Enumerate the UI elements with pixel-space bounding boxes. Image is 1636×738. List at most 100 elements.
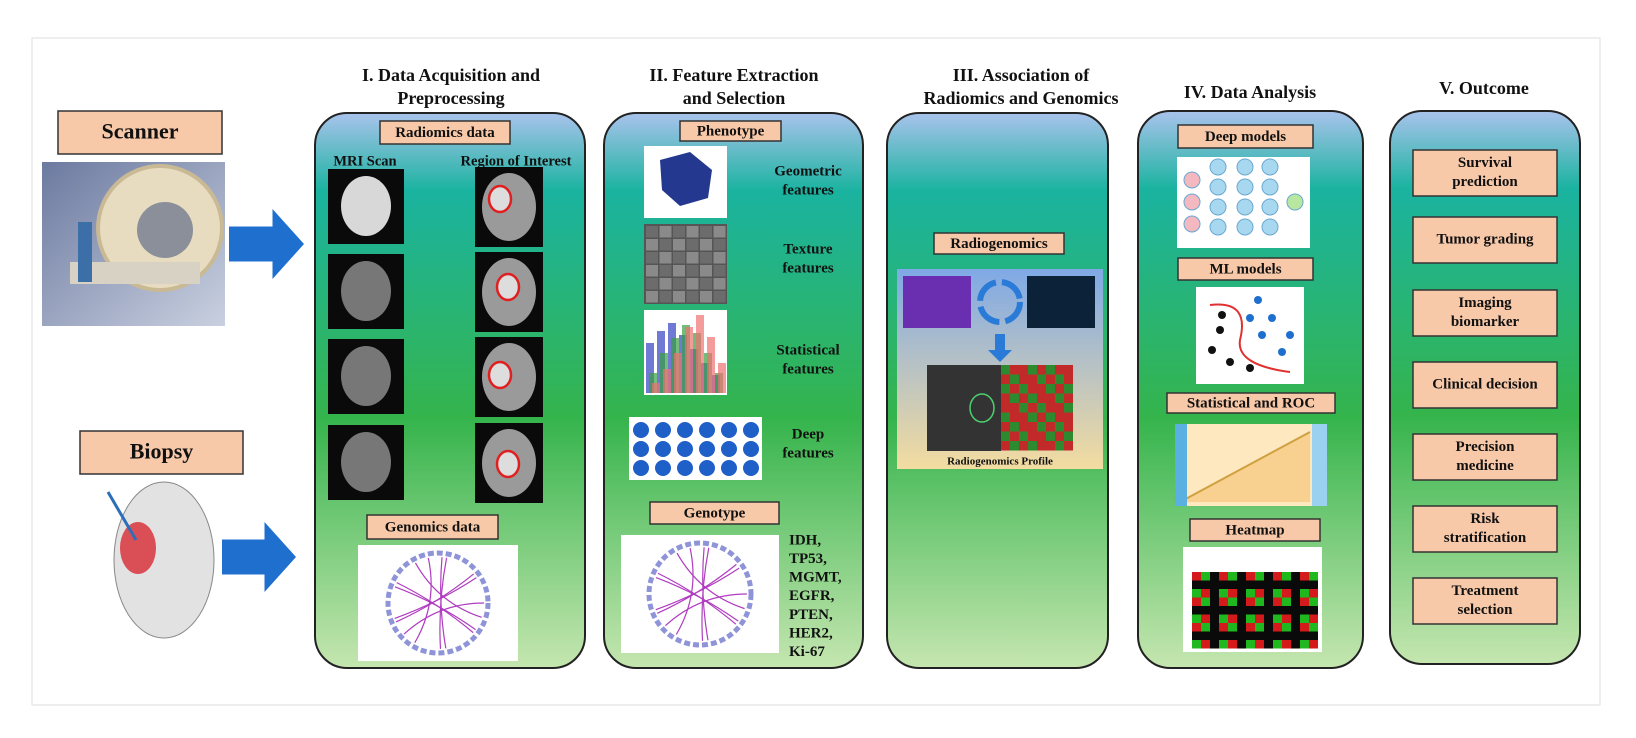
- heatmap-cell: [1300, 640, 1309, 649]
- scatter-dot: [1216, 326, 1224, 334]
- heat-cell: [1028, 393, 1037, 403]
- dna-thumb: [1027, 276, 1095, 328]
- heatmap-cell: [1309, 606, 1318, 615]
- genomics-label-box: [366, 514, 499, 540]
- outcome-label: Precision: [1456, 439, 1516, 455]
- heatmap-cell: [1246, 589, 1255, 598]
- roi-outline: [495, 272, 521, 302]
- texture-cell: [686, 291, 699, 303]
- heatmap-cell: [1282, 614, 1291, 623]
- gene-label: PTEN,: [789, 607, 833, 623]
- heat-cell: [1010, 412, 1019, 422]
- texture-cell: [700, 252, 712, 264]
- heat-cell: [1001, 441, 1010, 451]
- radiomics-label: Radiomics data: [395, 125, 495, 141]
- heatmap-cell: [1291, 623, 1300, 632]
- circos-plot: [358, 545, 518, 661]
- outcome-label: prediction: [1452, 174, 1518, 190]
- heatmap-cell: [1228, 597, 1237, 606]
- method-label-box: [1189, 518, 1321, 542]
- phenotype-label-box: [679, 120, 782, 142]
- heat-cell: [1046, 412, 1055, 422]
- deep-node: [743, 441, 759, 457]
- geometric-shape: [660, 152, 712, 206]
- heatmap-cell: [1210, 606, 1219, 615]
- network-node: [1183, 193, 1201, 211]
- heat-cell: [1046, 422, 1055, 432]
- heatmap-cell: [1309, 623, 1318, 632]
- texture-cell: [700, 265, 712, 277]
- heat-cell: [1046, 374, 1055, 384]
- heatmap-cell: [1264, 614, 1273, 623]
- heatmap-cell: [1291, 640, 1300, 649]
- heatmap-cell: [1246, 572, 1255, 581]
- deep-node: [721, 422, 737, 438]
- deep-node: [743, 422, 759, 438]
- texture-cell: [686, 226, 699, 238]
- heatmap-cell: [1264, 597, 1273, 606]
- deep-node: [655, 441, 671, 457]
- scanner-thumb: [903, 276, 971, 328]
- heatmap-cell: [1255, 589, 1264, 598]
- network-node: [1183, 171, 1201, 189]
- network-node: [1236, 218, 1254, 236]
- heatmap-cell: [1255, 606, 1264, 615]
- heat-cell: [1028, 384, 1037, 394]
- heat-cell: [1055, 374, 1064, 384]
- genomics-label: Genomics data: [385, 519, 481, 535]
- heatmap-cell: [1201, 614, 1210, 623]
- texture-cell: [713, 278, 726, 290]
- heatmap-cell: [1273, 589, 1282, 598]
- heat-cell: [1055, 431, 1064, 441]
- heatmap-cell: [1300, 580, 1309, 589]
- outcome-label-box: [1412, 289, 1558, 337]
- heatmap-cell: [1210, 572, 1219, 581]
- heat-cell: [1010, 431, 1019, 441]
- heatmap-cell: [1219, 589, 1228, 598]
- texture-cell: [673, 252, 685, 264]
- stage-title: I. Data Acquisition and: [362, 65, 540, 85]
- heat-cell: [1064, 431, 1073, 441]
- heatmap-cell: [1228, 614, 1237, 623]
- heatmap-cell: [1237, 572, 1246, 581]
- stage-title: III. Association of: [953, 65, 1091, 85]
- heatmap-cell: [1264, 572, 1273, 581]
- texture-cell: [673, 226, 685, 238]
- heatmap-cell: [1255, 597, 1264, 606]
- heat-cell: [1037, 441, 1046, 451]
- texture-cell: [713, 226, 726, 238]
- heatmap-cell: [1300, 572, 1309, 581]
- deep-node: [677, 441, 693, 457]
- heat-cell: [1055, 403, 1064, 413]
- mri-thumb-roi: [969, 393, 995, 423]
- heatmap-cell: [1300, 631, 1309, 640]
- feature-label: features: [782, 182, 834, 198]
- deep-node: [721, 441, 737, 457]
- method-label-box: [1166, 392, 1336, 414]
- heat-cell: [1019, 403, 1028, 413]
- heatmap-cell: [1201, 597, 1210, 606]
- outcome-label: Clinical decision: [1432, 376, 1538, 392]
- heatmap-cell: [1309, 640, 1318, 649]
- heat-cell: [1037, 374, 1046, 384]
- outcome-label-box: [1412, 149, 1558, 197]
- outcome-label: selection: [1458, 602, 1514, 618]
- scatter-dot: [1268, 314, 1276, 322]
- heatmap-cell: [1192, 640, 1201, 649]
- heatmap-cell: [1201, 580, 1210, 589]
- heat-cell: [1055, 365, 1064, 375]
- heatmap-cell: [1291, 614, 1300, 623]
- texture-cell: [659, 278, 672, 290]
- heat-cell: [1055, 393, 1064, 403]
- stage-title: II. Feature Extraction: [649, 65, 818, 85]
- arrow: [222, 522, 296, 592]
- heat-cell: [1010, 422, 1019, 432]
- heat-cell: [1010, 393, 1019, 403]
- mri-brain: [341, 176, 391, 236]
- heatmap-cell: [1246, 614, 1255, 623]
- texture-cell: [659, 239, 672, 251]
- texture-cell: [713, 291, 726, 303]
- method-label-box: [1177, 124, 1314, 149]
- heat-cell: [1028, 403, 1037, 413]
